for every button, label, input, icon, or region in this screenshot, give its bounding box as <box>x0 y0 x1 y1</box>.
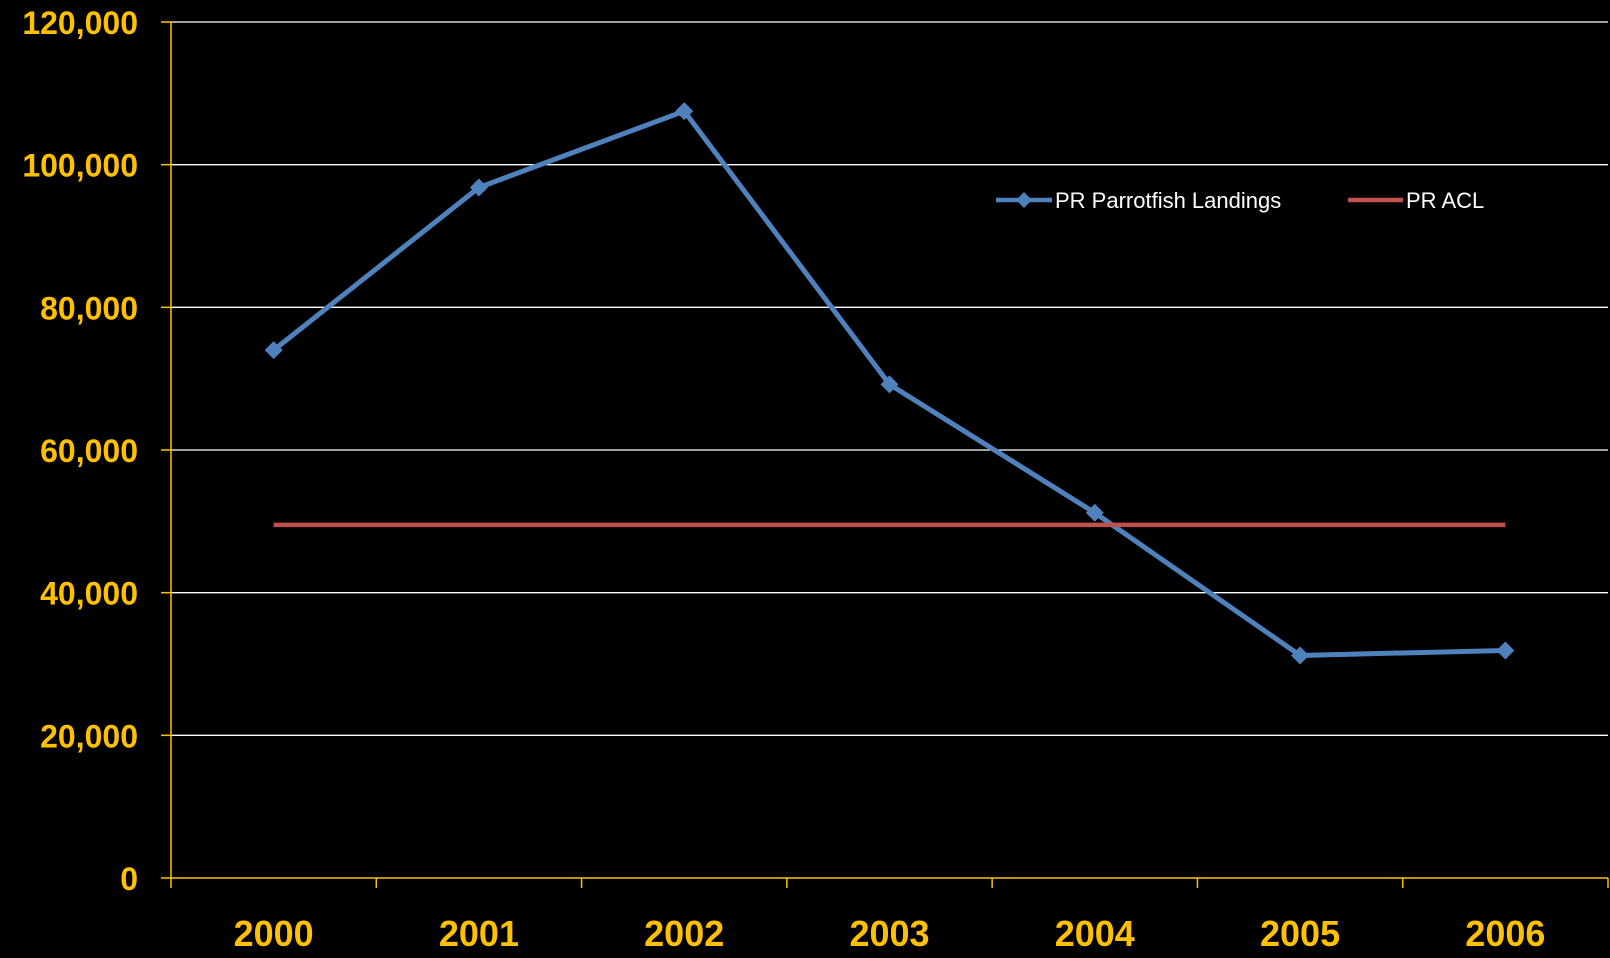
x-tick-label: 2004 <box>1055 913 1135 953</box>
data-point-marker <box>880 375 899 394</box>
legend-label: PR Parrotfish Landings <box>1055 188 1281 213</box>
y-tick-label: 40,000 <box>40 576 138 612</box>
y-tick-label: 0 <box>120 861 138 897</box>
data-point-marker <box>1496 641 1515 660</box>
data-point-marker <box>264 341 283 360</box>
y-tick-label: 60,000 <box>40 433 138 469</box>
legend-label: PR ACL <box>1406 188 1484 213</box>
y-tick-label: 20,000 <box>40 718 138 754</box>
x-tick-label: 2002 <box>644 913 724 953</box>
data-point-marker <box>469 178 488 197</box>
x-tick-label: 2005 <box>1260 913 1340 953</box>
data-point-marker <box>675 102 694 121</box>
legend: PR Parrotfish Landings PR ACL <box>996 188 1484 213</box>
y-tick-label: 80,000 <box>40 290 138 326</box>
y-tick-label: 100,000 <box>22 148 138 184</box>
data-point-marker <box>1016 192 1032 208</box>
y-tick-label: 120,000 <box>22 5 138 41</box>
series-lines <box>264 102 1515 665</box>
axes: 0 20,000 40,000 60,000 80,000 100,000 120,000 2… <box>22 5 1609 954</box>
gridlines <box>171 21 1608 736</box>
data-point-marker <box>1085 503 1104 522</box>
x-tick-label: 2003 <box>849 913 929 953</box>
x-tick-label: 2000 <box>234 913 314 953</box>
x-tick-label: 2001 <box>439 913 519 953</box>
data-point-marker <box>1291 646 1310 665</box>
x-tick-label: 2006 <box>1465 913 1545 953</box>
